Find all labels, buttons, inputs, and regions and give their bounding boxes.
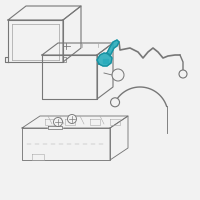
- Circle shape: [68, 114, 76, 123]
- Circle shape: [112, 69, 124, 81]
- Polygon shape: [103, 59, 108, 63]
- Polygon shape: [107, 40, 119, 56]
- Polygon shape: [97, 53, 112, 66]
- Polygon shape: [110, 116, 128, 160]
- Polygon shape: [42, 43, 113, 55]
- Polygon shape: [22, 128, 110, 160]
- Polygon shape: [22, 116, 128, 128]
- Polygon shape: [48, 126, 62, 129]
- Polygon shape: [8, 20, 63, 62]
- Circle shape: [54, 117, 62, 127]
- Polygon shape: [42, 55, 97, 99]
- Polygon shape: [8, 6, 81, 20]
- Polygon shape: [97, 43, 113, 99]
- Polygon shape: [63, 6, 81, 62]
- Circle shape: [179, 70, 187, 78]
- Circle shape: [111, 98, 120, 107]
